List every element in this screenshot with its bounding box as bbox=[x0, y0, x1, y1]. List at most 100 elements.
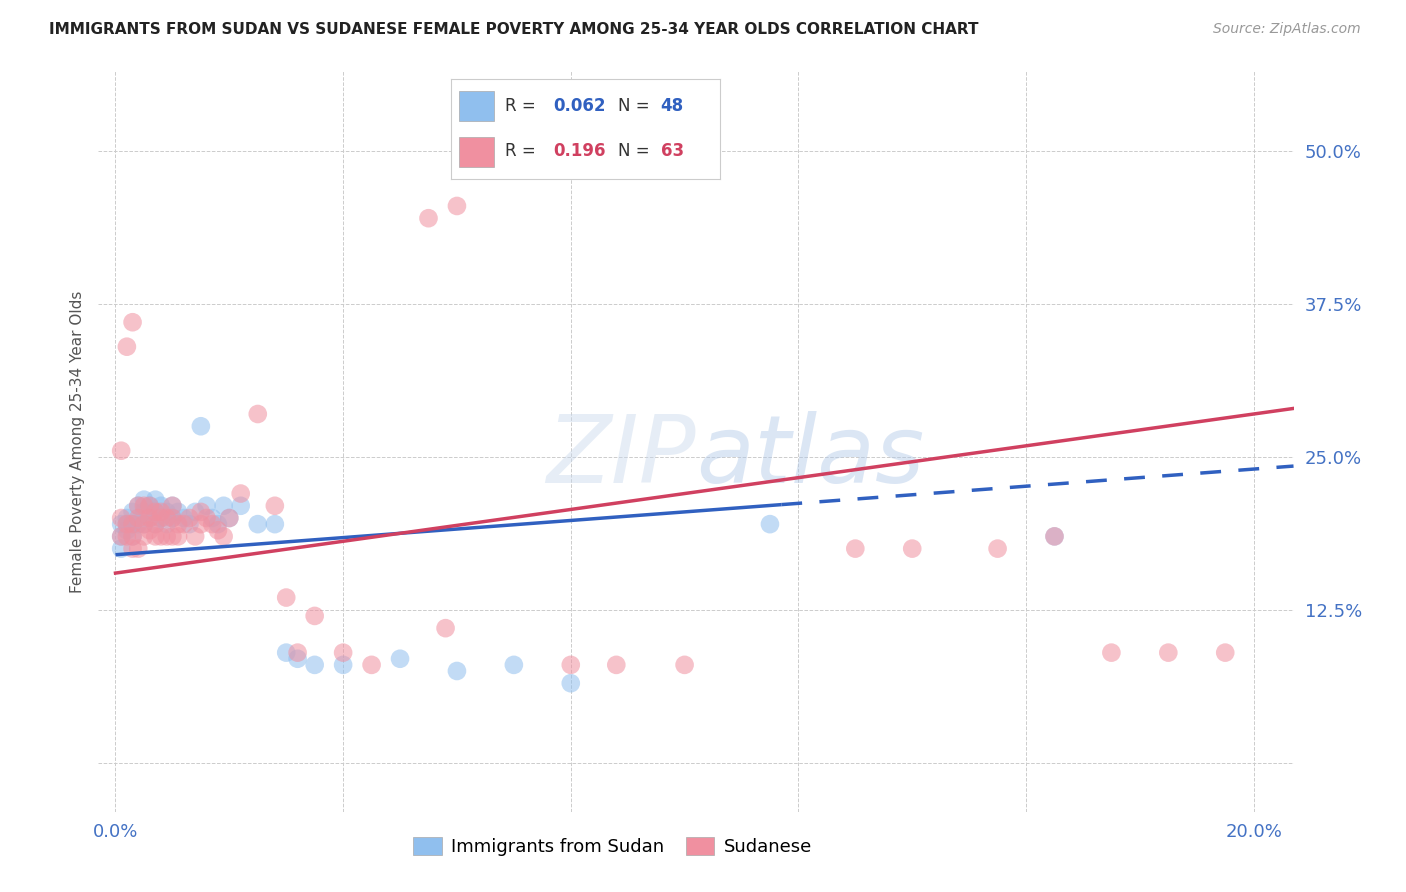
Point bbox=[115, 517, 138, 532]
Point bbox=[132, 517, 155, 532]
Point bbox=[132, 499, 155, 513]
Point bbox=[167, 505, 190, 519]
Point bbox=[110, 443, 132, 458]
Point bbox=[162, 499, 184, 513]
Point bbox=[150, 511, 173, 525]
Point bbox=[901, 541, 924, 556]
Point bbox=[143, 517, 166, 532]
Point bbox=[132, 492, 155, 507]
Legend: Immigrants from Sudan, Sudanese: Immigrants from Sudan, Sudanese bbox=[406, 830, 818, 863]
Point bbox=[132, 505, 155, 519]
Point bbox=[138, 511, 160, 525]
Point bbox=[605, 657, 627, 672]
Point bbox=[156, 517, 179, 532]
Point bbox=[127, 499, 149, 513]
Point bbox=[127, 541, 149, 556]
Point bbox=[276, 646, 298, 660]
Point bbox=[212, 529, 235, 543]
Point bbox=[143, 529, 166, 543]
Point bbox=[132, 529, 155, 543]
Point bbox=[190, 505, 212, 519]
Point bbox=[121, 505, 143, 519]
Point bbox=[304, 657, 326, 672]
Point bbox=[150, 511, 173, 525]
Point bbox=[418, 211, 440, 226]
Point bbox=[138, 499, 160, 513]
Point bbox=[110, 517, 132, 532]
Point bbox=[121, 517, 143, 532]
Point bbox=[121, 315, 143, 329]
Point bbox=[434, 621, 457, 635]
Point bbox=[1099, 646, 1122, 660]
Point bbox=[132, 517, 155, 532]
Point bbox=[162, 499, 184, 513]
Point bbox=[138, 499, 160, 513]
Point bbox=[304, 608, 326, 623]
Text: IMMIGRANTS FROM SUDAN VS SUDANESE FEMALE POVERTY AMONG 25-34 YEAR OLDS CORRELATI: IMMIGRANTS FROM SUDAN VS SUDANESE FEMALE… bbox=[49, 22, 979, 37]
Point bbox=[115, 511, 138, 525]
Point bbox=[138, 523, 160, 537]
Text: ZIP: ZIP bbox=[547, 411, 696, 502]
Point bbox=[502, 657, 524, 672]
Point bbox=[150, 499, 173, 513]
Point bbox=[446, 664, 468, 678]
Point bbox=[207, 517, 229, 532]
Point bbox=[229, 486, 252, 500]
Point bbox=[287, 646, 309, 660]
Y-axis label: Female Poverty Among 25-34 Year Olds: Female Poverty Among 25-34 Year Olds bbox=[69, 291, 84, 592]
Point bbox=[179, 511, 201, 525]
Point bbox=[246, 517, 269, 532]
Point bbox=[1213, 646, 1236, 660]
Point bbox=[287, 652, 309, 666]
Point bbox=[110, 541, 132, 556]
Point bbox=[389, 652, 412, 666]
Point bbox=[201, 511, 224, 525]
Point bbox=[127, 517, 149, 532]
Point bbox=[121, 529, 143, 543]
Point bbox=[115, 517, 138, 532]
Point bbox=[195, 499, 218, 513]
Point bbox=[143, 517, 166, 532]
Point bbox=[167, 517, 190, 532]
Point bbox=[190, 517, 212, 532]
Point bbox=[360, 657, 382, 672]
Point bbox=[143, 505, 166, 519]
Text: atlas: atlas bbox=[696, 411, 924, 502]
Point bbox=[195, 511, 218, 525]
Point bbox=[446, 199, 468, 213]
Point bbox=[1157, 646, 1180, 660]
Point bbox=[263, 499, 285, 513]
Point bbox=[138, 511, 160, 525]
Point bbox=[276, 591, 298, 605]
Point bbox=[987, 541, 1010, 556]
Point bbox=[173, 511, 195, 525]
Point bbox=[246, 407, 269, 421]
Point bbox=[190, 419, 212, 434]
Point bbox=[150, 505, 173, 519]
Point bbox=[162, 511, 184, 525]
Point bbox=[212, 499, 235, 513]
Point bbox=[156, 511, 179, 525]
Point bbox=[162, 511, 184, 525]
Point bbox=[121, 541, 143, 556]
Point bbox=[121, 517, 143, 532]
Point bbox=[218, 511, 240, 525]
Point bbox=[560, 676, 582, 690]
Point bbox=[263, 517, 285, 532]
Point bbox=[179, 517, 201, 532]
Point bbox=[759, 517, 782, 532]
Point bbox=[673, 657, 696, 672]
Point bbox=[115, 529, 138, 543]
Point bbox=[184, 529, 207, 543]
Point bbox=[150, 529, 173, 543]
Point bbox=[156, 529, 179, 543]
Point bbox=[201, 517, 224, 532]
Point bbox=[110, 529, 132, 543]
Point bbox=[143, 505, 166, 519]
Point bbox=[1043, 529, 1066, 543]
Point bbox=[218, 511, 240, 525]
Point bbox=[229, 499, 252, 513]
Point bbox=[162, 529, 184, 543]
Point bbox=[173, 517, 195, 532]
Point bbox=[127, 511, 149, 525]
